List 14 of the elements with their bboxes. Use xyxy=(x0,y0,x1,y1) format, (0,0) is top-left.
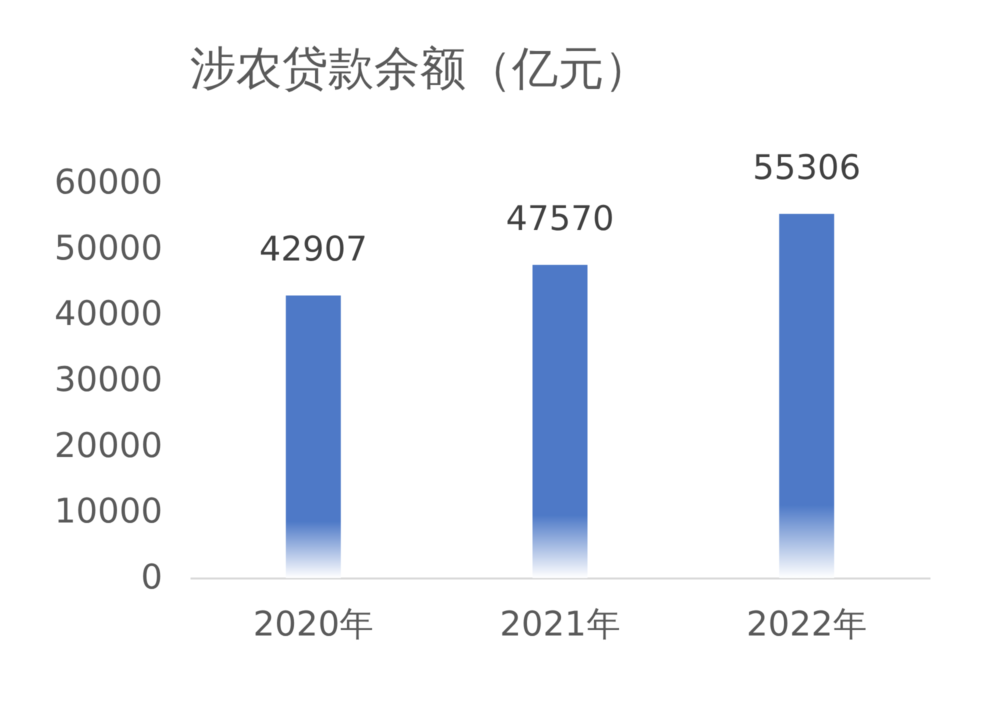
y-tick-label: 0 xyxy=(140,558,162,598)
y-tick-label: 30000 xyxy=(54,360,162,400)
x-tick-label: 2020年 xyxy=(253,604,374,644)
y-tick-label: 50000 xyxy=(54,228,162,268)
data-label: 47570 xyxy=(506,198,614,239)
data-label: 55306 xyxy=(752,148,861,188)
y-tick-label: 10000 xyxy=(54,492,162,532)
y-tick-label: 60000 xyxy=(54,162,162,202)
data-label: 42907 xyxy=(259,230,368,270)
y-tick-label: 20000 xyxy=(54,426,162,466)
chart-title: 涉农贷款余额（亿元） xyxy=(190,40,650,95)
x-tick-label: 2021年 xyxy=(500,604,620,644)
y-tick-label: 40000 xyxy=(54,294,162,334)
x-tick-label: 2022年 xyxy=(746,604,867,644)
